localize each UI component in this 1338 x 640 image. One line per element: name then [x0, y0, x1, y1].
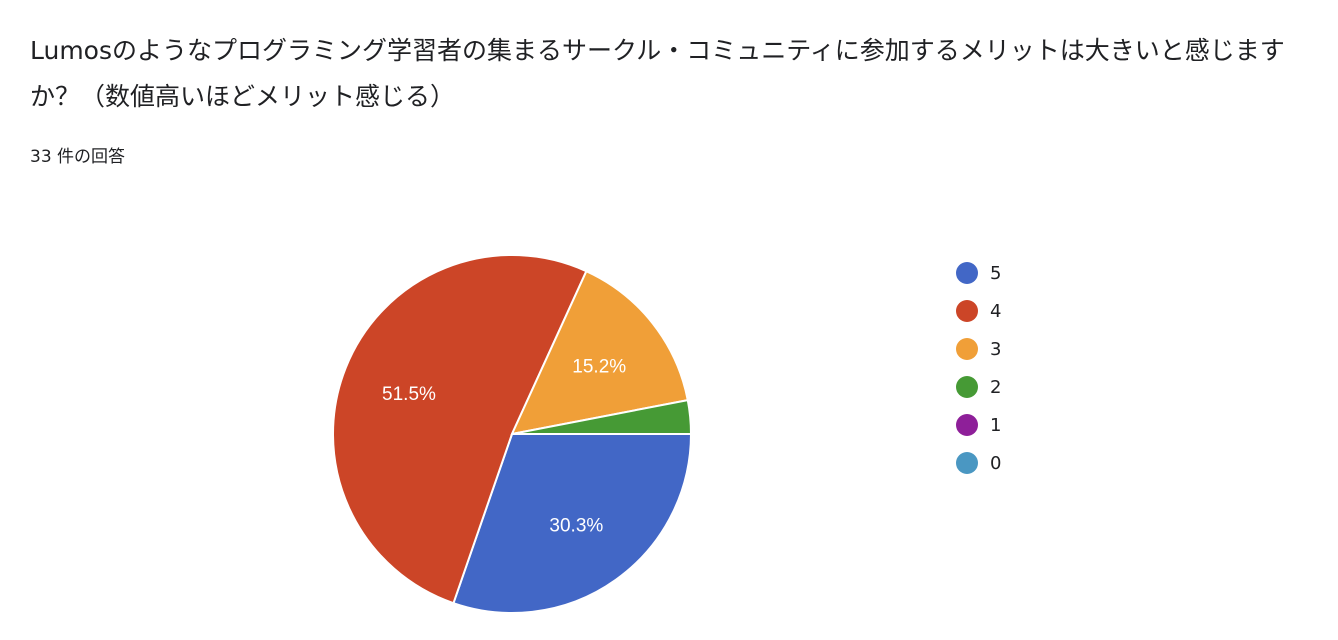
legend: 5 4 3 2 1 0	[956, 254, 1001, 482]
legend-swatch-icon	[956, 262, 978, 284]
legend-label: 2	[990, 376, 1002, 398]
pie-slice-2[interactable]	[511, 398, 693, 435]
data-label-3: 15.2%	[572, 356, 626, 377]
legend-label: 1	[990, 414, 1002, 436]
data-label-5: 30.3%	[549, 515, 603, 536]
legend-label: 5	[990, 262, 1002, 284]
legend-swatch-icon	[956, 414, 978, 436]
legend-label: 3	[990, 338, 1002, 360]
legend-item-2[interactable]: 2	[956, 368, 1001, 406]
legend-label: 0	[990, 452, 1002, 474]
question-title: Lumosのようなプログラミング学習者の集まるサークル・コミュニティに参加するメ…	[30, 36, 1285, 111]
legend-swatch-icon	[956, 300, 978, 322]
legend-label: 4	[990, 300, 1002, 322]
data-label-4: 51.5%	[382, 384, 436, 405]
legend-swatch-icon	[956, 452, 978, 474]
legend-item-0[interactable]: 0	[956, 444, 1001, 482]
legend-item-5[interactable]: 5	[956, 254, 1001, 292]
pie-slice-3[interactable]	[510, 269, 689, 436]
legend-item-4[interactable]: 4	[956, 292, 1001, 330]
legend-swatch-icon	[956, 338, 978, 360]
legend-item-1[interactable]: 1	[956, 406, 1001, 444]
response-count: 33 件の回答	[30, 147, 126, 167]
pie-slice-4[interactable]	[332, 254, 588, 605]
legend-swatch-icon	[956, 376, 978, 398]
pie-slice-5[interactable]	[452, 433, 693, 614]
legend-item-3[interactable]: 3	[956, 330, 1001, 368]
